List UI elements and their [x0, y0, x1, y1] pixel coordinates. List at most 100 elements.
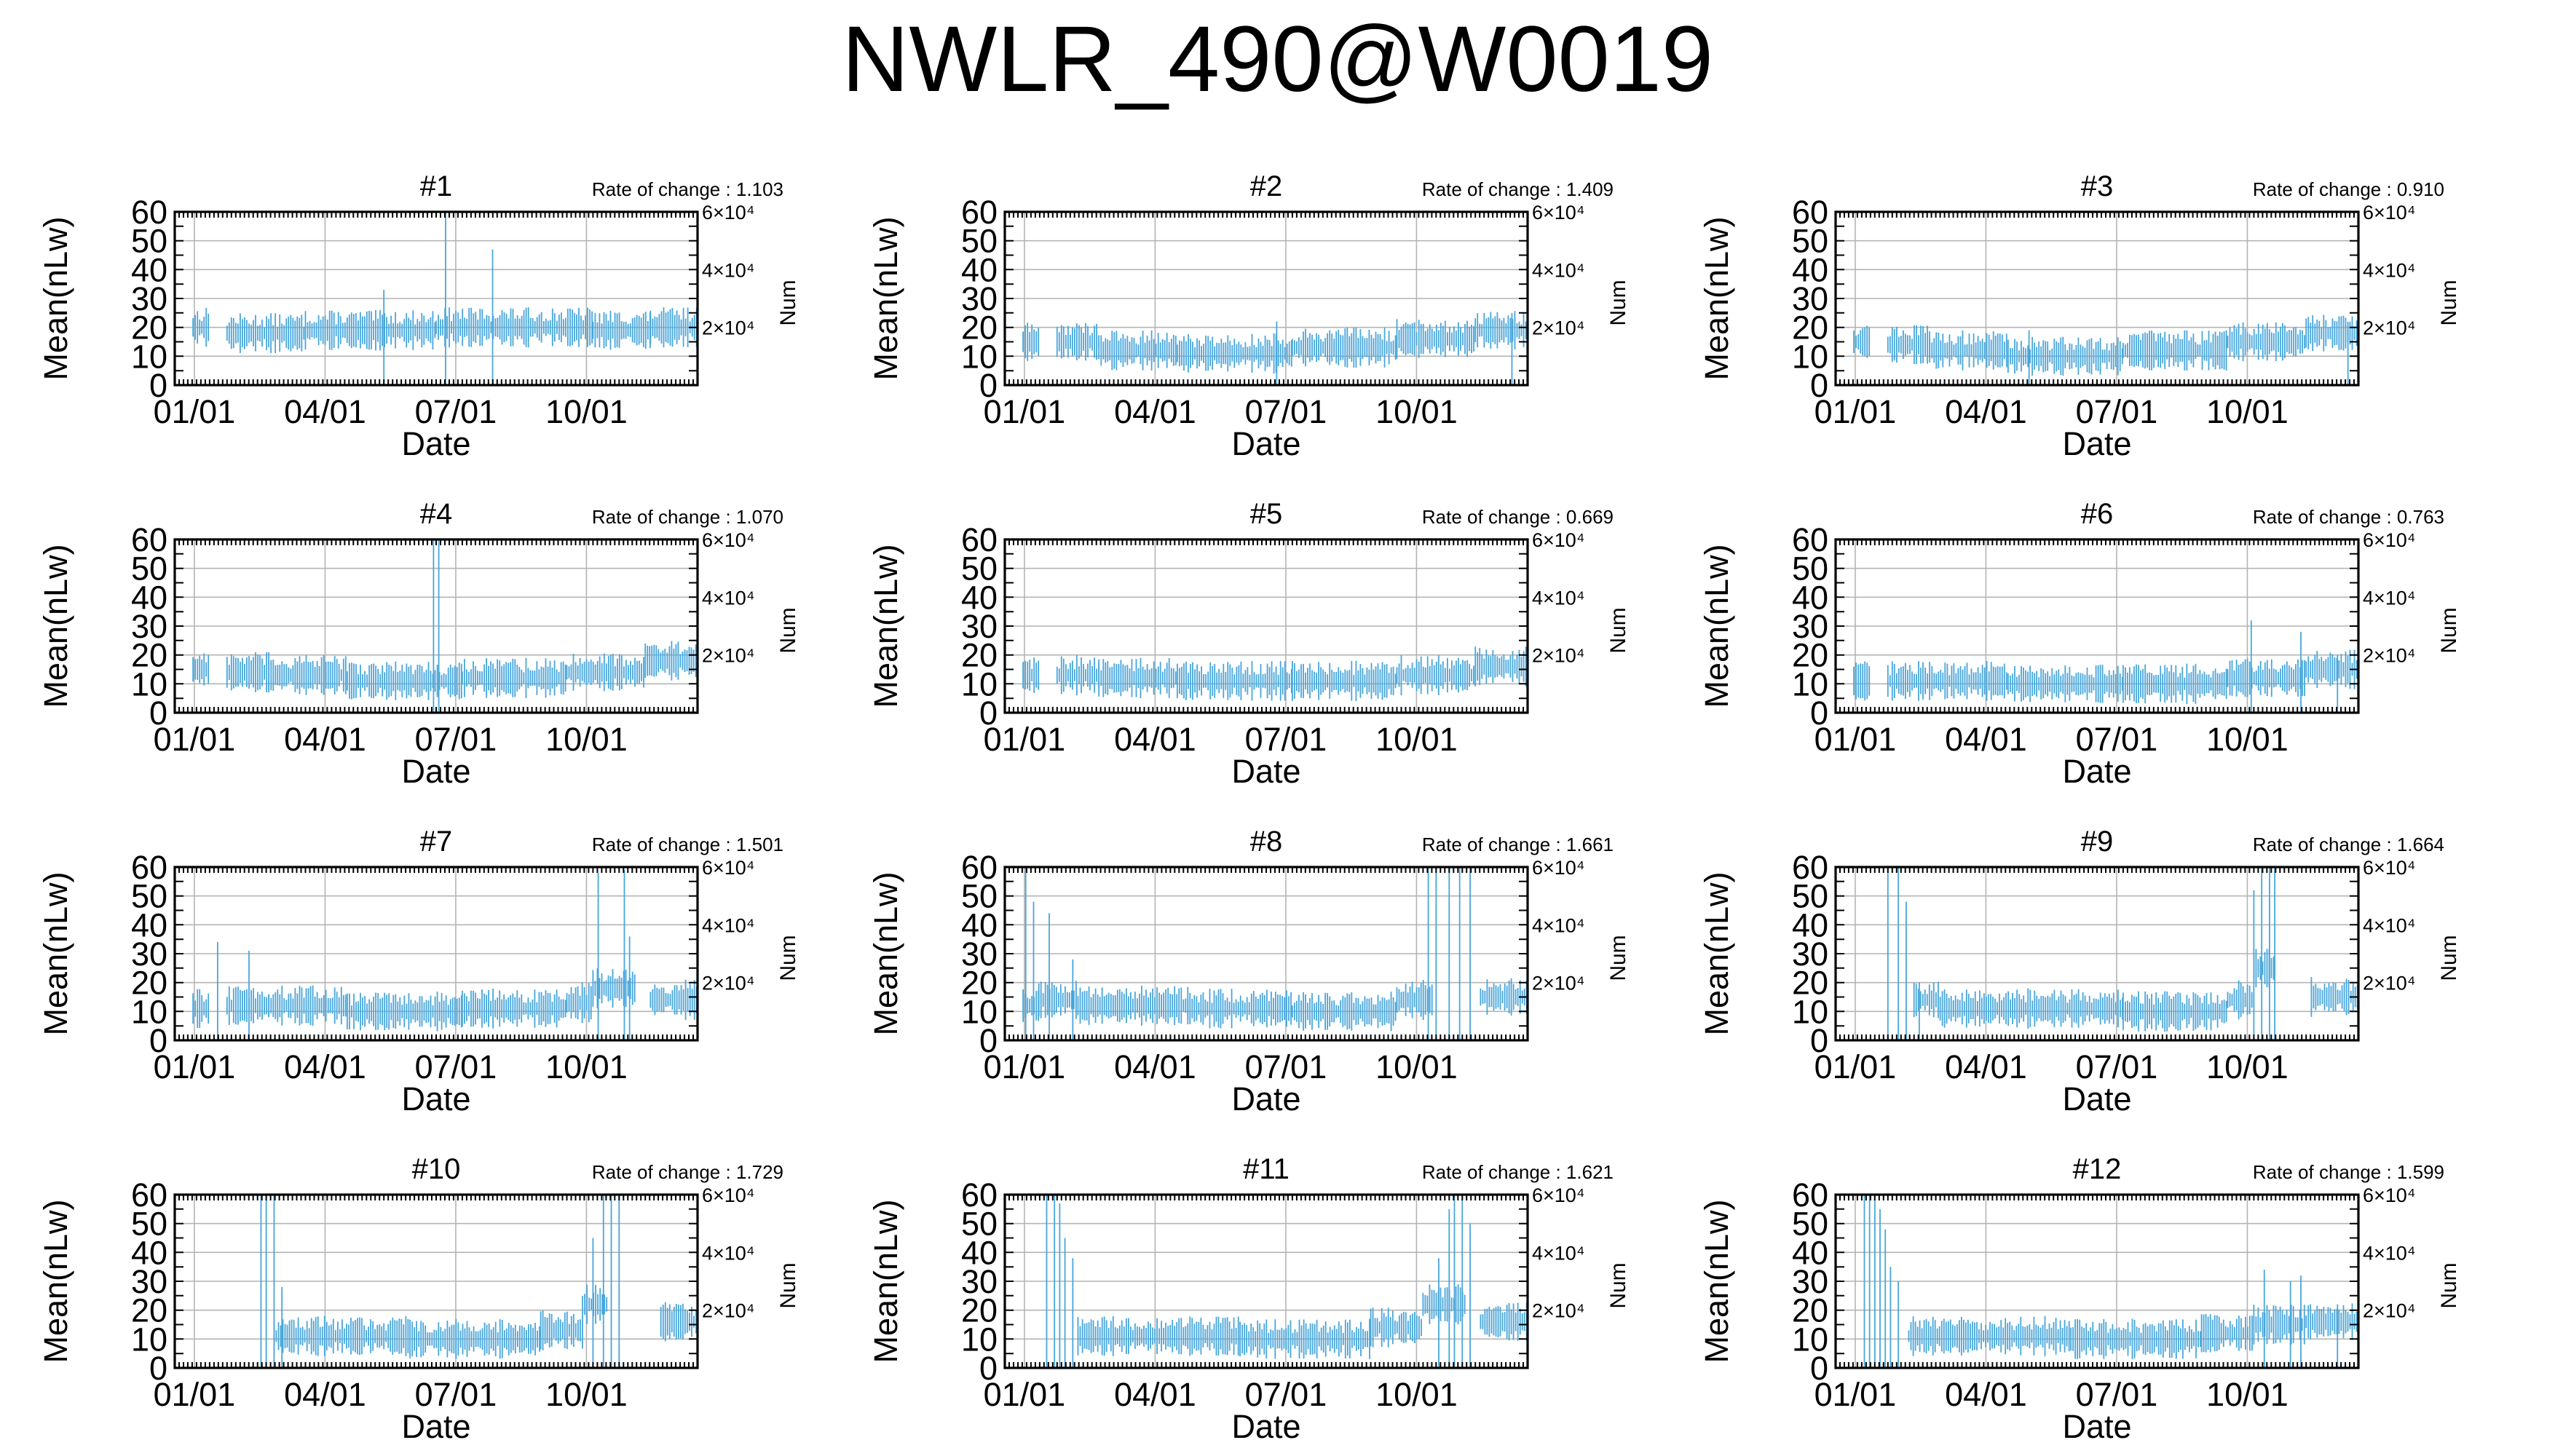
x-tick-label: 07/01 [415, 1048, 497, 1085]
x-tick-label: 01/01 [984, 393, 1066, 430]
x-tick-label: 04/01 [284, 721, 366, 758]
y-tick-label: 20 [961, 309, 998, 347]
y-tick-label: 10 [961, 338, 998, 375]
y2-axis-label: Num [2437, 935, 2461, 981]
rate-of-change-label: Rate of change : 1.661 [1422, 834, 1614, 855]
x-tick-label: 07/01 [2076, 393, 2158, 430]
axis-ticks [1005, 212, 1528, 385]
y2-axis-label: Num [2437, 1262, 2461, 1308]
y-tick-label: 40 [1792, 251, 1828, 288]
x-tick-label: 07/01 [2076, 1376, 2158, 1413]
rate-of-change-label: Rate of change : 1.599 [2253, 1161, 2444, 1183]
y-tick-label: 60 [961, 194, 998, 231]
y-tick-label: 60 [961, 521, 998, 558]
panel-title: #6 [2081, 498, 2114, 530]
y2-tick-label: 6×10⁴ [2363, 202, 2415, 223]
y-tick-label: 0 [979, 695, 998, 732]
y-tick-label: 0 [149, 1022, 167, 1059]
x-tick-label: 10/01 [2206, 721, 2289, 758]
x-tick-label: 10/01 [1375, 1376, 1458, 1413]
series-bars [260, 1195, 697, 1368]
y2-tick-label: 4×10⁴ [2363, 587, 2415, 609]
y2-tick-label: 4×10⁴ [702, 259, 754, 281]
x-tick-label: 01/01 [1814, 721, 1897, 758]
x-tick-label: 07/01 [1245, 1048, 1327, 1085]
y-tick-label: 60 [1792, 849, 1828, 886]
axis-ticks [1836, 212, 2358, 385]
x-tick-label: 07/01 [415, 393, 497, 430]
x-tick-label: 04/01 [284, 1376, 366, 1413]
y2-tick-label: 2×10⁴ [1532, 645, 1584, 667]
y-axis-label: Mean(nLw) [37, 871, 74, 1035]
y-tick-label: 0 [149, 695, 167, 732]
y-tick-label: 10 [1792, 993, 1828, 1030]
y-tick-label: 30 [1792, 935, 1828, 973]
y-tick-label: 50 [961, 878, 998, 915]
panel-title: #4 [420, 498, 453, 530]
x-tick-label: 04/01 [1945, 721, 2027, 758]
y-tick-label: 30 [1792, 1263, 1828, 1300]
y2-tick-label: 6×10⁴ [702, 529, 754, 551]
y-tick-label: 0 [149, 367, 167, 404]
y-axis-label: Mean(nLw) [1698, 544, 1735, 708]
y2-axis-label: Num [1606, 1262, 1630, 1308]
y-tick-label: 50 [1792, 550, 1828, 587]
y-tick-label: 30 [131, 1263, 167, 1300]
y2-tick-label: 6×10⁴ [1532, 202, 1584, 223]
y2-axis-label: Num [1606, 607, 1630, 653]
y-tick-label: 40 [131, 579, 167, 616]
x-tick-label: 04/01 [284, 393, 366, 430]
x-tick-label: 04/01 [1114, 1376, 1196, 1413]
rate-of-change-label: Rate of change : 1.501 [592, 834, 783, 855]
y-tick-label: 30 [961, 1263, 998, 1300]
x-axis-label: Date [401, 425, 470, 462]
x-tick-label: 10/01 [545, 1048, 628, 1085]
x-axis-label: Date [2062, 753, 2131, 790]
y-tick-label: 30 [1792, 608, 1828, 645]
x-tick-label: 01/01 [1814, 1048, 1897, 1085]
y-axis-label: Mean(nLw) [1698, 216, 1735, 380]
y-tick-label: 40 [1792, 1234, 1828, 1271]
y2-tick-label: 6×10⁴ [702, 202, 754, 223]
y2-tick-label: 2×10⁴ [702, 1300, 754, 1322]
x-tick-label: 01/01 [154, 1376, 236, 1413]
y-tick-label: 50 [131, 878, 167, 915]
x-tick-label: 04/01 [1114, 721, 1196, 758]
series-bars [192, 869, 698, 1040]
y2-tick-label: 4×10⁴ [702, 587, 754, 609]
x-tick-label: 07/01 [2076, 721, 2158, 758]
y2-tick-label: 4×10⁴ [1532, 259, 1584, 281]
y2-tick-label: 4×10⁴ [1532, 1242, 1584, 1264]
x-tick-label: 01/01 [1814, 1376, 1897, 1413]
x-tick-label: 04/01 [1945, 393, 2027, 430]
y-tick-label: 40 [1792, 906, 1828, 943]
y2-tick-label: 4×10⁴ [702, 914, 754, 936]
x-tick-label: 07/01 [1245, 393, 1327, 430]
y-tick-label: 10 [1792, 338, 1828, 375]
y-axis-label: Mean(nLw) [37, 216, 74, 380]
y-tick-label: 60 [131, 521, 167, 558]
y-tick-label: 50 [131, 223, 167, 260]
x-axis-label: Date [2062, 1080, 2131, 1117]
y-tick-label: 10 [131, 338, 167, 375]
y-tick-label: 10 [131, 993, 167, 1030]
x-tick-label: 01/01 [154, 393, 236, 430]
x-axis-label: Date [1231, 425, 1300, 462]
series-bars [192, 539, 697, 713]
y-tick-label: 0 [1810, 695, 1828, 732]
y2-tick-label: 4×10⁴ [702, 1242, 754, 1264]
y-tick-label: 10 [1792, 1321, 1828, 1358]
y2-axis-label: Num [776, 607, 800, 653]
y2-axis-label: Num [1606, 935, 1630, 981]
rate-of-change-label: Rate of change : 1.729 [592, 1161, 783, 1183]
axis-ticks [1005, 867, 1528, 1040]
y-tick-label: 50 [1792, 223, 1828, 260]
y-tick-label: 50 [961, 223, 998, 260]
y-tick-label: 50 [961, 550, 998, 587]
